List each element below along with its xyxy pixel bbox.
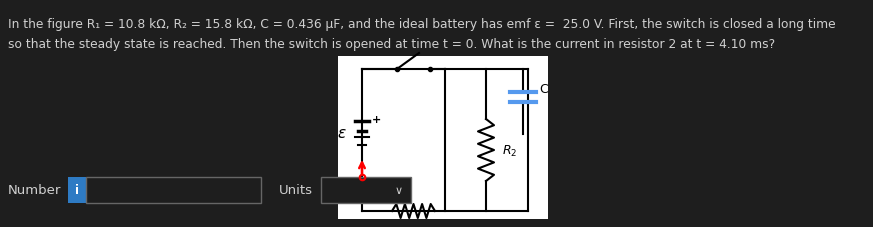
Text: ∨: ∨ bbox=[395, 185, 403, 195]
Bar bbox=[86, 177, 261, 203]
Text: Units: Units bbox=[279, 184, 313, 197]
Text: ε: ε bbox=[338, 126, 346, 141]
Text: $R_1$: $R_1$ bbox=[406, 225, 421, 227]
Text: Number: Number bbox=[8, 184, 61, 197]
Text: so that the steady state is reached. Then the switch is opened at time t = 0. Wh: so that the steady state is reached. The… bbox=[8, 38, 775, 51]
Text: C: C bbox=[539, 83, 547, 96]
Bar bbox=[321, 177, 411, 203]
Bar bbox=[338, 57, 548, 219]
Text: i: i bbox=[75, 184, 79, 197]
Text: In the figure R₁ = 10.8 kΩ, R₂ = 15.8 kΩ, C = 0.436 μF, and the ideal battery ha: In the figure R₁ = 10.8 kΩ, R₂ = 15.8 kΩ… bbox=[8, 18, 835, 31]
Bar bbox=[68, 177, 86, 203]
Text: +: + bbox=[372, 114, 382, 124]
Text: $R_2$: $R_2$ bbox=[502, 143, 518, 158]
